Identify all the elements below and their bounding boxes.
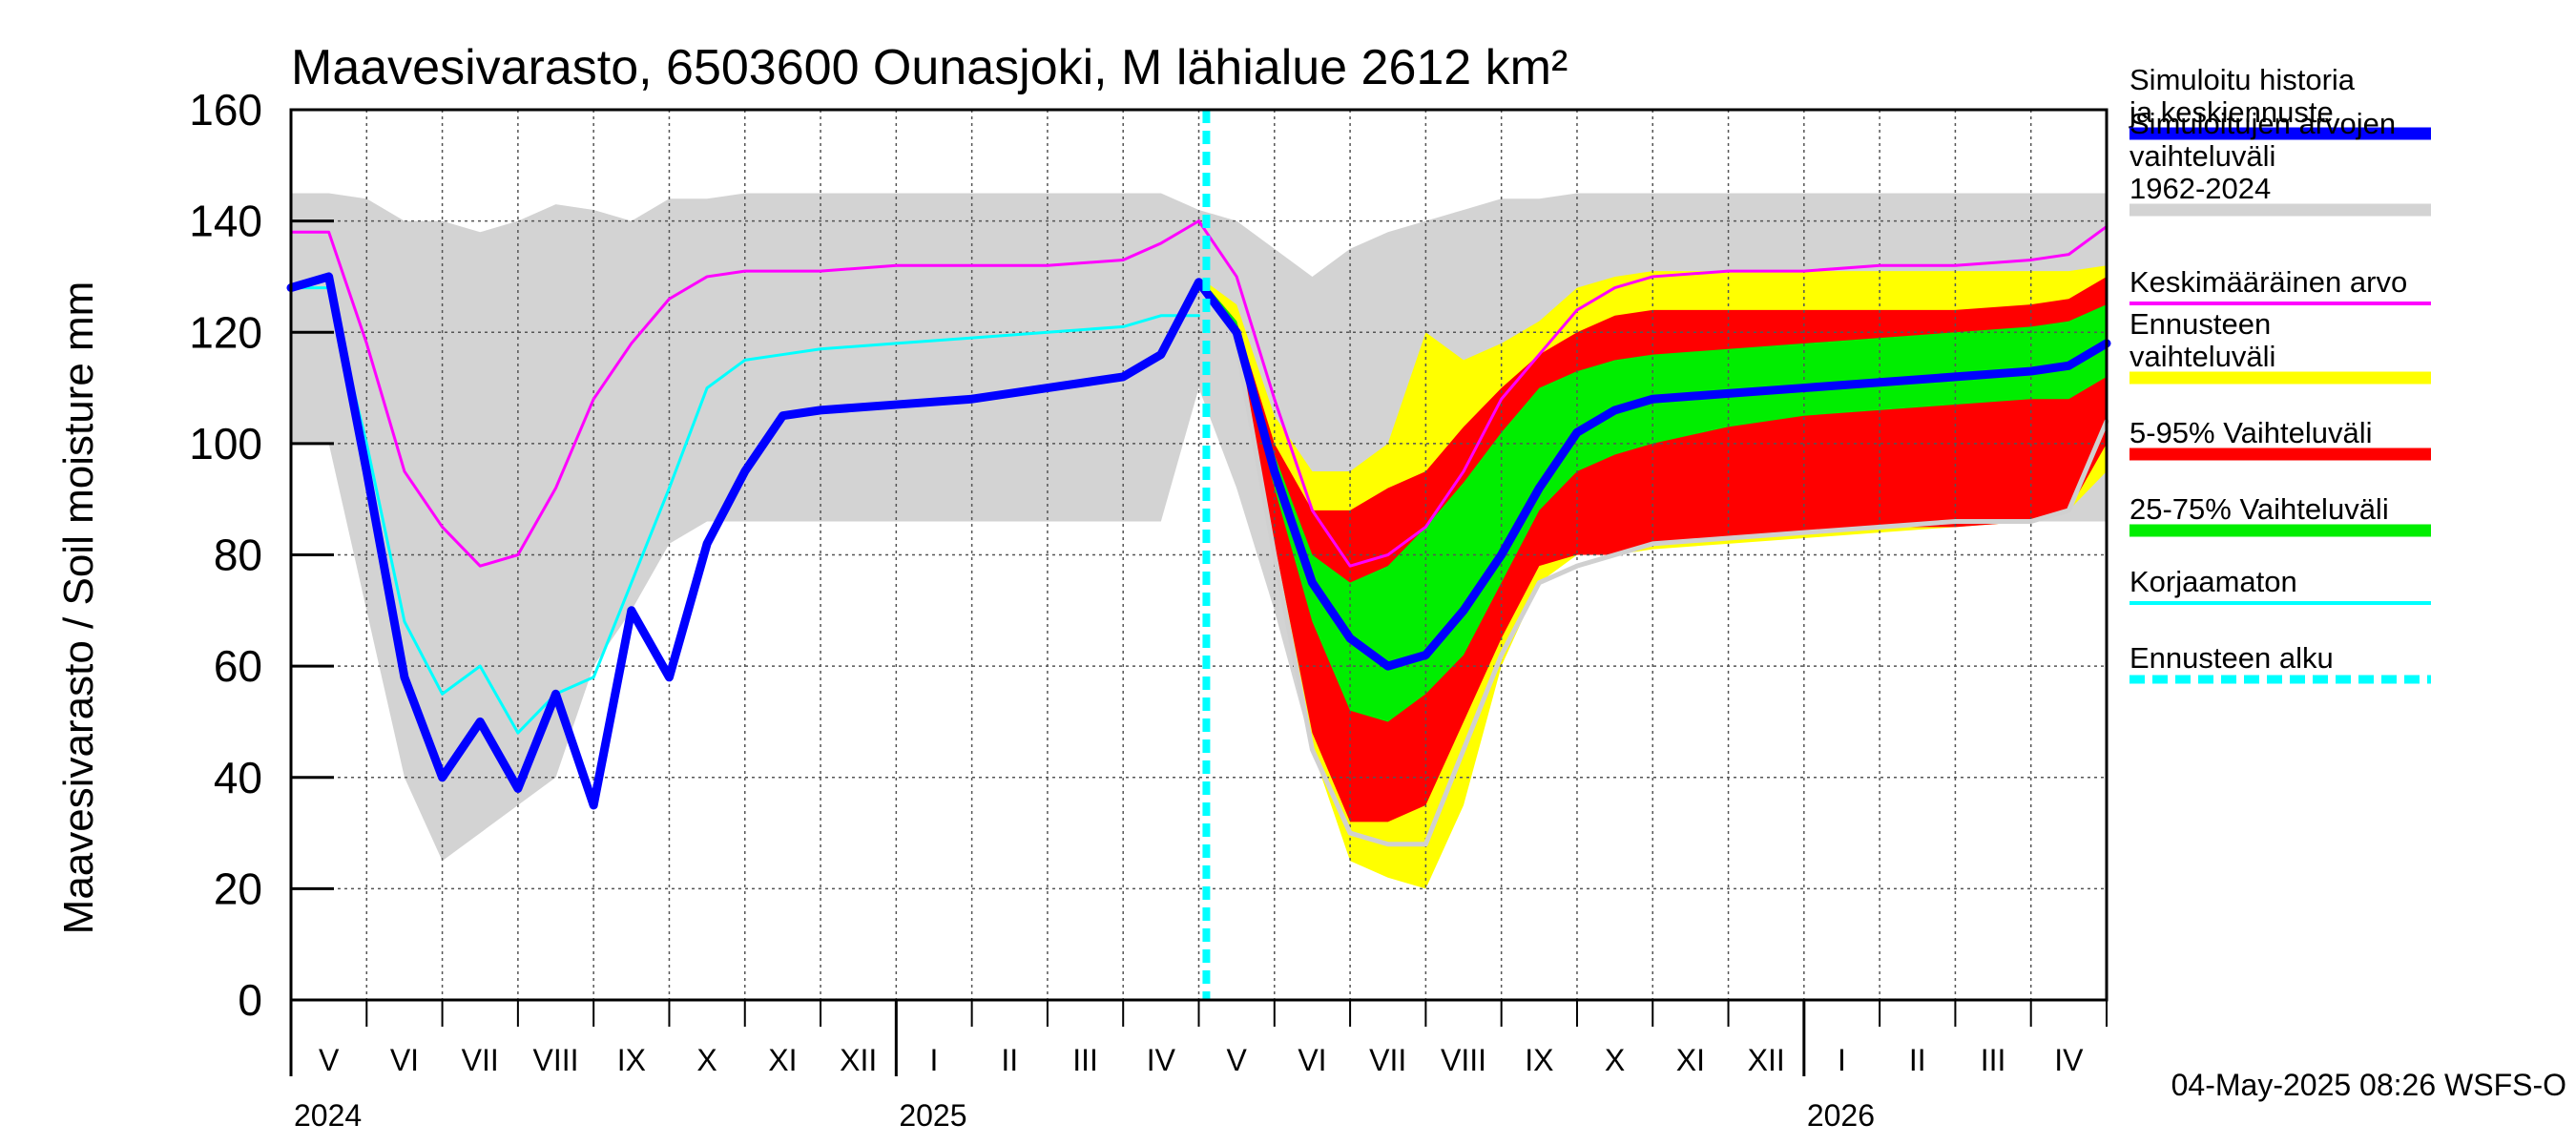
legend-label: Keskimääräinen arvo [2129,265,2407,299]
month-label: VII [462,1043,499,1077]
legend-label: Ennusteen [2129,307,2271,341]
band-4 [1198,276,2107,722]
y-tick-label: 160 [189,85,262,135]
month-label: V [1226,1043,1247,1077]
legend-entry: Ennusteen alku [2129,641,2431,684]
month-label: VIII [1441,1043,1486,1077]
month-label: XI [1676,1043,1705,1077]
legend-label: 5-95% Vaihteluväli [2129,416,2372,449]
month-label: X [696,1043,717,1077]
month-label: V [319,1043,340,1077]
gridlines [291,110,2107,1000]
month-label: II [1909,1043,1926,1077]
y-tick-label: 100 [189,419,262,468]
month-label: VI [390,1043,419,1077]
legend-label: vaihteluväli [2129,139,2275,173]
legend-entry: Keskimääräinen arvo [2129,265,2431,305]
month-label: II [1001,1043,1018,1077]
series-line-3 [1196,274,2109,847]
y-tick-label: 120 [189,307,262,357]
chart-title: Maavesivarasto, 6503600 Ounasjoki, M läh… [291,40,1568,95]
legend-label: 1962-2024 [2129,172,2271,205]
y-tick-label: 20 [214,864,262,913]
month-label: XII [1748,1043,1785,1077]
month-label: X [1605,1043,1625,1077]
month-label: III [1981,1043,2006,1077]
series-line-2 [289,286,1200,735]
month-label: IX [1525,1043,1553,1077]
month-label: IX [617,1043,646,1077]
year-label: 2025 [899,1098,966,1133]
month-label: I [930,1043,939,1077]
legend-entry: 25-75% Vaihteluväli [2129,492,2431,537]
legend-label: Simuloitujen arvojen [2129,107,2396,140]
month-label: III [1072,1043,1098,1077]
month-label: VI [1298,1043,1326,1077]
legend-label: Korjaamaton [2129,565,2297,598]
month-label: VII [1369,1043,1406,1077]
legend-entry: Simuloitujen arvojenvaihteluväli1962-202… [2129,107,2431,217]
month-label: XII [840,1043,877,1077]
y-tick-label: 60 [214,641,262,691]
month-label: XI [768,1043,797,1077]
legend-label: 25-75% Vaihteluväli [2129,492,2389,526]
year-label: 2024 [294,1098,362,1133]
y-tick-label: 40 [214,753,262,802]
month-label: I [1838,1043,1846,1077]
month-label: IV [1147,1043,1176,1077]
month-label: IV [2054,1043,2084,1077]
legend-entry: Korjaamaton [2129,565,2431,605]
month-label: VIII [533,1043,579,1077]
legend-label: Simuloitu historia [2129,63,2356,96]
legend-label: Ennusteen alku [2129,641,2334,675]
y-tick-label: 0 [238,975,262,1025]
y-tick-label: 80 [214,531,262,580]
timestamp-footer: 04-May-2025 08:26 WSFS-O [2171,1068,2566,1102]
series-line-1 [289,219,2109,568]
series-line-4 [286,272,2111,810]
series-lines [286,110,2111,1000]
legend-label: ja keskiennuste [2129,95,2334,129]
year-label: 2026 [1807,1098,1875,1133]
y-axis-label: Maavesivarasto / Soil moisture mm [55,281,102,935]
legend-entry: 5-95% Vaihteluväli [2129,416,2431,461]
legend-label: vaihteluväli [2129,340,2275,373]
y-tick-label: 140 [189,197,262,246]
